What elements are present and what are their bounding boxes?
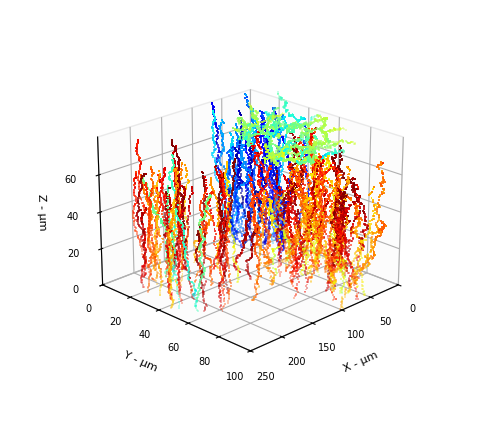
X-axis label: X - μm: X - μm: [342, 350, 379, 374]
Y-axis label: Y - μm: Y - μm: [122, 350, 158, 374]
